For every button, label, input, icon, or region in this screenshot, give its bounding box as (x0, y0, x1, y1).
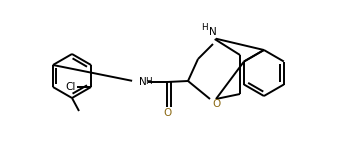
Text: Cl: Cl (66, 82, 76, 92)
Text: H: H (145, 77, 152, 86)
Text: N: N (209, 27, 217, 37)
Text: N: N (139, 77, 147, 87)
Text: O: O (163, 108, 171, 118)
Text: H: H (201, 23, 208, 32)
Text: O: O (212, 99, 220, 109)
